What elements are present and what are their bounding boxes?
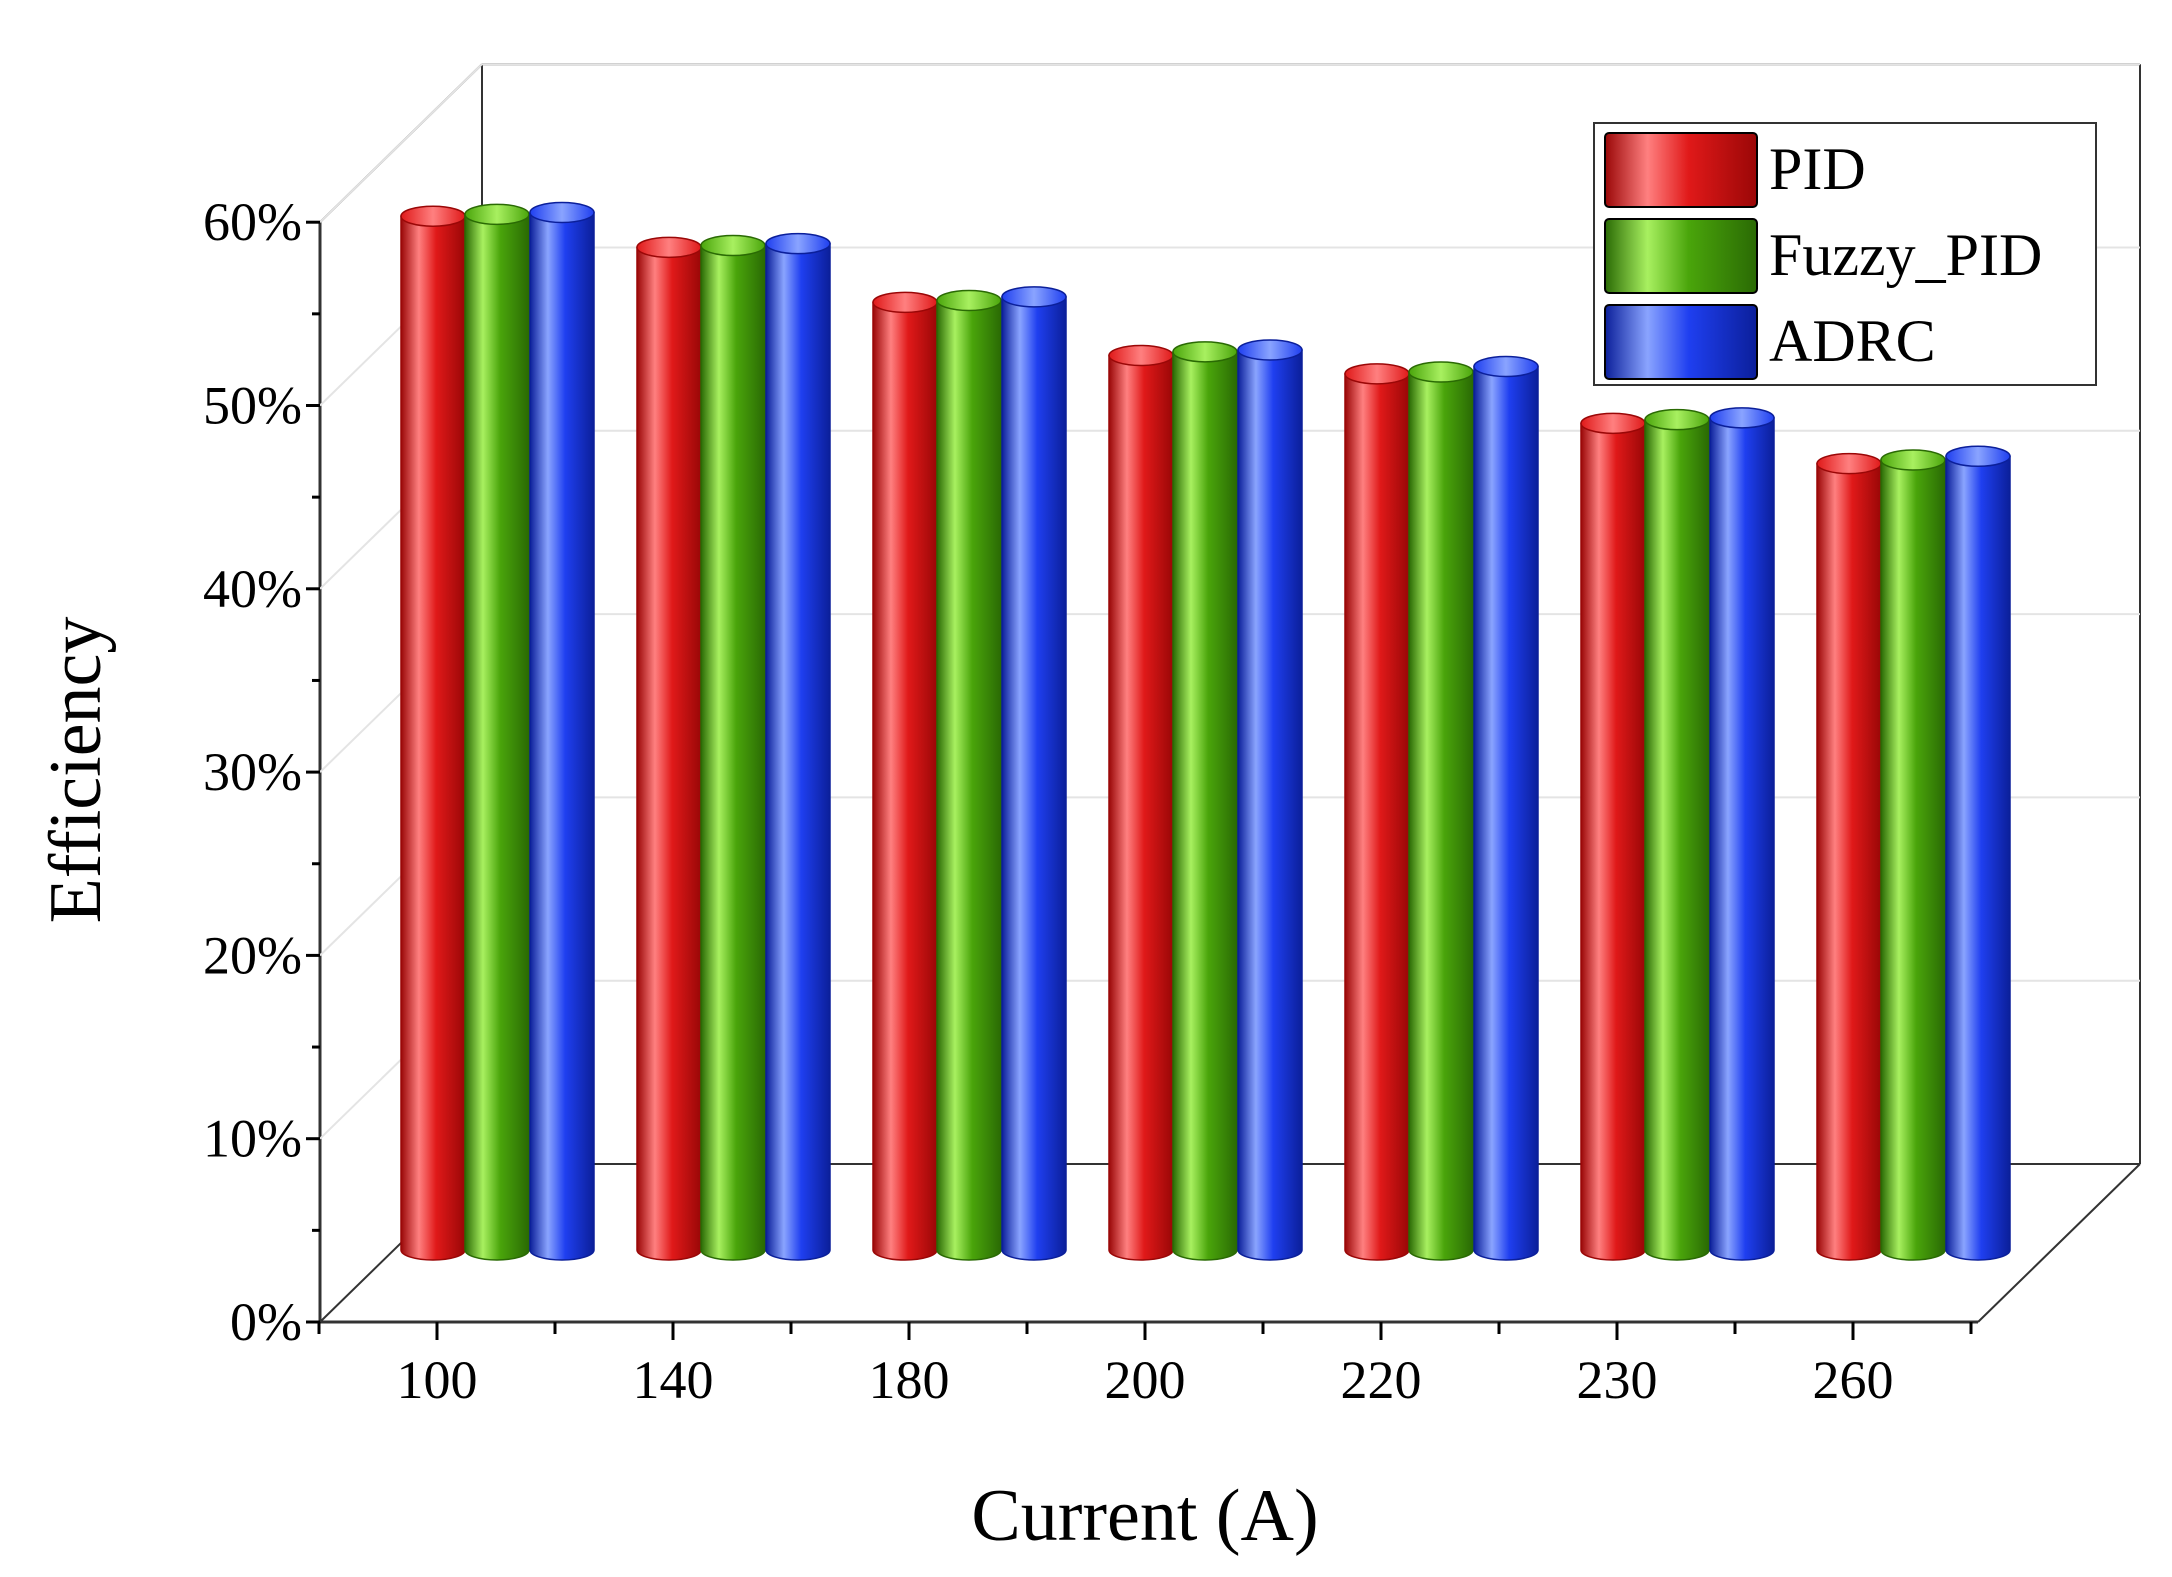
legend-swatch — [1604, 304, 1758, 380]
bar-top — [1880, 449, 1946, 471]
bar-top — [872, 291, 938, 314]
y-tick-label: 30% — [203, 742, 302, 802]
bar-body — [400, 215, 466, 1261]
bar-adrc-260 — [1945, 445, 2011, 1261]
x-tick-label: 260 — [1813, 1350, 1894, 1410]
bar-adrc-180 — [1001, 286, 1067, 1261]
bar-body — [1816, 462, 1882, 1261]
bar-body — [1644, 418, 1710, 1261]
bar-adrc-220 — [1473, 355, 1539, 1261]
bar-body — [1001, 296, 1067, 1261]
bar-top — [1473, 355, 1539, 378]
bar-top — [700, 234, 766, 257]
x-tick-label: 140 — [633, 1350, 714, 1410]
bar-body — [1408, 371, 1474, 1261]
bar-body — [1344, 373, 1410, 1261]
bar-pid-200 — [1108, 344, 1174, 1261]
bar-top — [1344, 363, 1410, 385]
y-tick-label: 40% — [203, 559, 302, 619]
x-axis-label: Current (A) — [971, 1475, 1318, 1557]
bar-body — [872, 301, 938, 1261]
bars-group — [400, 201, 2011, 1261]
bar-top — [400, 205, 466, 227]
bar-top — [636, 236, 702, 259]
bar-body — [936, 299, 1002, 1261]
x-axis: 100 140 180 200 220 230 260 — [317, 1322, 1973, 1410]
bar-adrc-230 — [1709, 407, 1775, 1261]
bar-top — [1644, 408, 1710, 431]
bar-top — [529, 201, 595, 224]
bar-top — [464, 203, 530, 226]
bar-body — [636, 246, 702, 1261]
x-tick-label: 200 — [1105, 1350, 1186, 1410]
bar-body — [1580, 422, 1646, 1261]
bar-fuzzy-pid-180 — [936, 289, 1002, 1261]
legend-item-adrc: ADRC — [1604, 304, 1936, 380]
bar-adrc-100 — [529, 201, 595, 1261]
y-axis-label: Efficiency — [35, 617, 117, 924]
bar-pid-230 — [1580, 412, 1646, 1261]
bar-top — [1108, 344, 1174, 367]
bar-pid-180 — [872, 291, 938, 1261]
x-tick-label: 180 — [869, 1350, 950, 1410]
legend-swatch — [1604, 132, 1758, 208]
bar-pid-260 — [1816, 452, 1882, 1261]
bar-fuzzy-pid-200 — [1172, 341, 1238, 1261]
x-tick-label: 230 — [1577, 1350, 1658, 1410]
bar-body — [529, 211, 595, 1261]
bar-fuzzy-pid-230 — [1644, 408, 1710, 1261]
bar-top — [765, 232, 831, 255]
floor-right-edge — [1977, 1163, 2141, 1323]
bar-top — [1945, 445, 2011, 468]
bar-fuzzy-pid-220 — [1408, 361, 1474, 1261]
bar-body — [1709, 417, 1775, 1261]
legend-label: PID — [1769, 136, 1866, 202]
bar-fuzzy-pid-140 — [700, 234, 766, 1261]
y-tick-label: 10% — [203, 1109, 302, 1169]
bar-body — [1473, 365, 1539, 1261]
bar-fuzzy-pid-260 — [1880, 449, 1946, 1261]
bar-fuzzy-pid-100 — [464, 203, 530, 1261]
legend-label: ADRC — [1769, 308, 1936, 374]
bar-body — [1172, 351, 1238, 1261]
bar-top — [1709, 407, 1775, 429]
grid-line-side — [319, 63, 483, 223]
y-tick-label: 20% — [203, 925, 302, 985]
legend-swatch — [1604, 218, 1758, 294]
bar-top — [1816, 452, 1882, 475]
bar-top — [1172, 341, 1238, 363]
y-tick-label: 50% — [203, 376, 302, 436]
bar-top — [1237, 339, 1303, 361]
bar-body — [1237, 349, 1303, 1261]
y-tick-label: 60% — [203, 192, 302, 252]
bar-pid-100 — [400, 205, 466, 1261]
legend: PID Fuzzy_PID ADRC — [1593, 122, 2097, 386]
bar-body — [1945, 455, 2011, 1261]
y-axis: 0% 10% 20% 30% 40% 50% 60% — [203, 192, 320, 1352]
bar-top — [1580, 412, 1646, 435]
y-tick-label: 0% — [230, 1292, 302, 1352]
x-tick-label: 220 — [1341, 1350, 1422, 1410]
x-tick-label: 100 — [397, 1350, 478, 1410]
bar-body — [464, 213, 530, 1261]
bar-adrc-200 — [1237, 339, 1303, 1261]
bar-top — [936, 289, 1002, 312]
bar-body — [700, 244, 766, 1261]
bar-body — [765, 242, 831, 1261]
bar-body — [1880, 459, 1946, 1261]
legend-item-fuzzy-pid: Fuzzy_PID — [1604, 218, 2042, 294]
bar-pid-140 — [636, 236, 702, 1261]
legend-label: Fuzzy_PID — [1769, 222, 2042, 288]
bar-top — [1001, 286, 1067, 308]
bar-pid-220 — [1344, 363, 1410, 1261]
bar-adrc-140 — [765, 232, 831, 1261]
legend-item-pid: PID — [1604, 132, 1866, 208]
bar-body — [1108, 354, 1174, 1261]
bar-top — [1408, 361, 1474, 383]
